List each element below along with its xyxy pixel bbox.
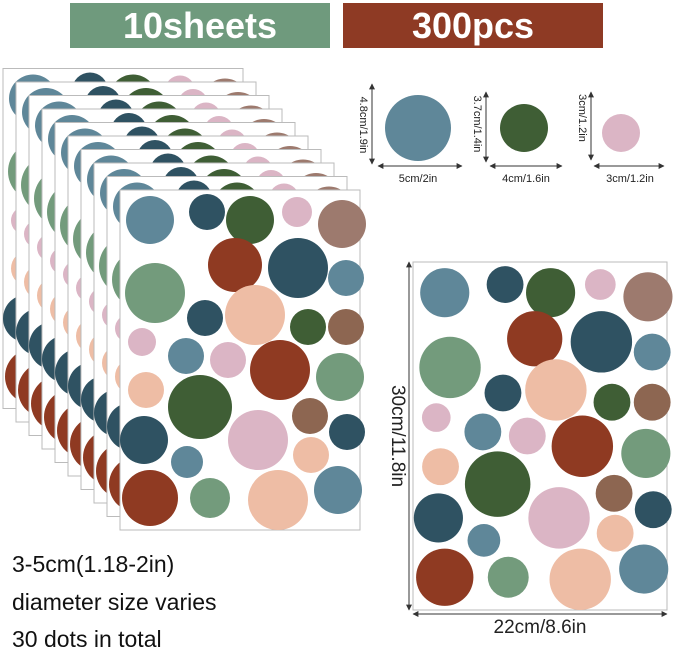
dot <box>210 342 246 378</box>
dot <box>528 487 590 549</box>
dot <box>316 353 364 401</box>
note: diameter size varies <box>12 589 217 615</box>
dot <box>421 403 451 432</box>
size-label: 4cm/1.6in <box>502 173 550 185</box>
note: 3-5cm(1.18-2in) <box>12 551 174 577</box>
dot <box>623 272 673 322</box>
dot <box>190 478 230 518</box>
dot <box>484 374 522 412</box>
dot <box>189 194 225 230</box>
dot <box>318 200 366 248</box>
dot <box>187 300 223 336</box>
dot <box>225 285 285 345</box>
dot <box>419 336 481 399</box>
badge-text: 10sheets <box>123 5 277 46</box>
dot <box>525 359 587 421</box>
dot <box>422 448 459 486</box>
dot <box>248 470 308 530</box>
dot <box>228 410 288 470</box>
size-label: 3.7cm/1.4in <box>471 96 483 153</box>
dot <box>329 414 365 450</box>
dot <box>420 268 470 318</box>
size-label: 3cm/1.2in <box>576 94 588 142</box>
dot <box>128 328 156 356</box>
dot <box>467 524 501 557</box>
badge-pcs <box>343 3 603 48</box>
dot <box>293 437 329 473</box>
sample-dot <box>385 95 451 161</box>
dot <box>208 238 262 292</box>
dot <box>250 340 310 400</box>
dot <box>413 493 463 543</box>
dot <box>125 263 185 323</box>
dot <box>128 372 164 408</box>
dot <box>507 311 563 367</box>
dot <box>549 548 611 610</box>
sheet-width: 22cm/8.6in <box>494 617 587 638</box>
dot <box>328 260 364 296</box>
dot <box>486 266 524 303</box>
dot <box>551 415 614 477</box>
dot <box>633 333 671 371</box>
sample-dot <box>500 104 548 152</box>
dot <box>508 417 546 455</box>
dot <box>621 428 671 478</box>
note: 30 dots in total <box>12 626 162 652</box>
dot <box>120 416 168 464</box>
badge-text: 300pcs <box>412 5 534 46</box>
sample-dot <box>602 114 640 152</box>
dot <box>282 197 312 227</box>
dot <box>168 375 232 439</box>
size-label: 3cm/1.2in <box>606 173 654 185</box>
dot <box>464 413 502 451</box>
dot <box>584 269 616 300</box>
dot <box>292 398 328 434</box>
dot <box>464 451 531 517</box>
size-label: 5cm/2in <box>399 173 438 185</box>
dot <box>268 238 328 298</box>
dot <box>168 338 204 374</box>
dot <box>226 196 274 244</box>
dot <box>595 474 633 512</box>
dot <box>126 196 174 244</box>
dot <box>570 311 633 373</box>
dot <box>619 544 669 594</box>
size-label: 4.8cm/1.9in <box>357 97 369 154</box>
dot <box>328 309 364 345</box>
dot <box>487 556 529 598</box>
dot <box>634 491 672 529</box>
dot <box>596 514 634 552</box>
badge-sheets <box>70 3 330 48</box>
dot <box>171 446 203 478</box>
dot <box>633 383 671 421</box>
sheet-stack <box>2 68 366 531</box>
dot <box>526 268 576 318</box>
dot <box>290 309 326 345</box>
sheet-height: 30cm/11.8in <box>387 385 408 487</box>
dot <box>314 466 362 514</box>
dot <box>593 383 631 421</box>
single-sheet <box>412 261 673 611</box>
dot <box>122 470 178 526</box>
dot <box>416 548 474 606</box>
